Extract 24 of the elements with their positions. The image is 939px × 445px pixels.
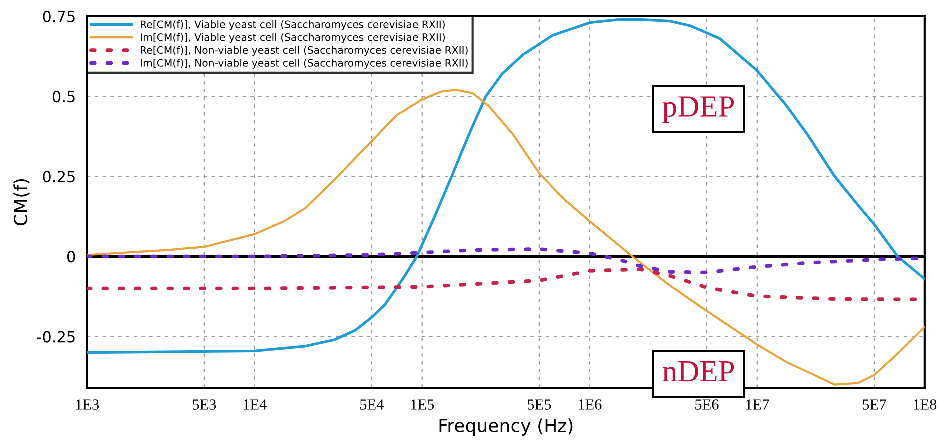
legend-label: Im[CM(f)], Non-viable yeast cell (Saccharomyces cerevisiae RXII): [141, 59, 468, 69]
x-tick-label: 5E6: [696, 400, 719, 410]
y-tick-label: 0.5: [52, 91, 75, 103]
x-tick-label: 1E3: [76, 400, 100, 410]
x-tick-label: 1E6: [578, 400, 602, 410]
y-tick-label: 0: [68, 251, 76, 263]
y-tick-label: -0.25: [37, 331, 75, 343]
annotation: pDEP: [662, 96, 734, 124]
x-tick-label: 5E4: [360, 400, 384, 410]
x-tick-label: 1E8: [914, 400, 937, 410]
y-tick-label: 0.75: [43, 10, 75, 22]
y-axis-title: CM(f): [14, 179, 30, 226]
annotation: nDEP: [662, 362, 734, 382]
x-tick-label: 5E3: [193, 400, 216, 410]
x-tick-label: 5E7: [863, 400, 886, 410]
x-tick-label: 1E7: [746, 400, 770, 410]
legend-label: Im[CM(f)], Viable yeast cell (Saccharomyces cerevisiae RXII): [141, 33, 445, 44]
x-tick-label: 5E5: [528, 400, 552, 410]
legend-label: Re[CM(f)], Viable yeast cell (Saccharomyces cerevisiae RXII): [141, 20, 445, 30]
legend-label: Re[CM(f)], Non-viable yeast cell (Saccharomyces cerevisiae RXII): [141, 46, 468, 56]
x-axis-title: Frequency (Hz): [440, 418, 573, 436]
x-tick-label: 1E4: [244, 400, 267, 410]
x-tick-label: 1E5: [411, 400, 434, 410]
y-tick-label: 0.25: [43, 171, 75, 183]
